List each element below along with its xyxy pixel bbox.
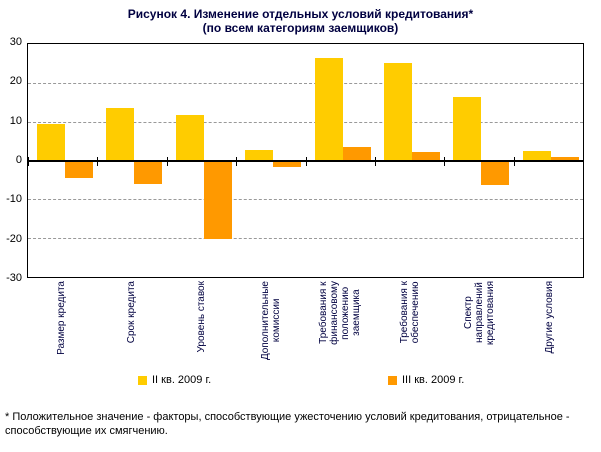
footnote: * Положительное значение - факторы, спос… (5, 411, 570, 437)
gridline (28, 238, 583, 240)
x-axis-labels: Размер кредита Срок кредита Уровень став… (27, 281, 584, 374)
y-tick-label: 30 (9, 36, 22, 48)
x-tick-label: Требования к обеспечению (398, 281, 421, 344)
x-axis-tick (97, 156, 99, 166)
bar-iii-kv-2009 (481, 160, 510, 186)
bar-ii-kv-2009 (175, 115, 204, 161)
bar-iii-kv-2009 (411, 151, 440, 161)
chart-title: Рисунок 4. Изменение отдельных условий к… (0, 7, 601, 35)
gridline (28, 199, 583, 201)
bar-iii-kv-2009 (203, 160, 232, 239)
bar-iii-kv-2009 (273, 160, 302, 168)
y-tick-label: 10 (9, 114, 22, 127)
legend-item-ii-kv-2009: II кв. 2009 г. (138, 374, 211, 386)
bar-ii-kv-2009 (314, 58, 343, 161)
plot-area (27, 43, 584, 278)
y-tick-label: 20 (9, 75, 22, 88)
x-axis-tick (305, 156, 307, 166)
x-axis-tick (513, 156, 515, 166)
gridline (28, 82, 583, 84)
x-axis-tick (166, 156, 168, 166)
x-axis-tick (236, 156, 238, 166)
bar-ii-kv-2009 (37, 123, 65, 161)
chart-title-line2: (по всем категориям заемщиков) (202, 21, 399, 35)
chart-title-line1: Рисунок 4. Изменение отдельных условий к… (127, 7, 474, 21)
x-axis-tick (28, 156, 29, 166)
y-tick-label: -20 (6, 232, 22, 245)
x-axis-tick (374, 156, 376, 166)
y-tick-label: 0 (15, 153, 22, 166)
bar-iii-kv-2009 (550, 157, 579, 161)
bar-iii-kv-2009 (134, 160, 163, 184)
x-tick-label: Размер кредита (56, 281, 68, 355)
x-tick-label: Спектр направлений кредитования (463, 281, 497, 346)
x-axis-tick (583, 156, 584, 166)
x-tick-label: Требования к финансовому положению заемщ… (318, 281, 363, 345)
legend-swatch-iii-kv-2009 (388, 375, 397, 385)
x-tick-label: Уровень ставок (195, 281, 207, 353)
bar-iii-kv-2009 (65, 160, 93, 178)
x-tick-label: Другие условия (543, 281, 555, 354)
legend-label-iii-kv-2009: III кв. 2009 г. (402, 374, 465, 386)
legend: II кв. 2009 г. III кв. 2009 г. (0, 374, 601, 390)
gridline (28, 121, 583, 123)
y-tick-label: -30 (6, 271, 22, 284)
x-tick-label: Дополнительные комиссии (259, 281, 282, 361)
legend-label-ii-kv-2009: II кв. 2009 г. (152, 374, 212, 386)
y-tick-label: -10 (6, 193, 22, 206)
bar-ii-kv-2009 (453, 97, 482, 161)
x-tick-label: Срок кредита (125, 281, 137, 344)
x-axis-tick (444, 156, 446, 166)
y-axis: 30 20 10 0 -10 -20 -30 (0, 37, 25, 284)
bar-ii-kv-2009 (106, 108, 135, 161)
bar-ii-kv-2009 (522, 151, 551, 161)
legend-item-iii-kv-2009: III кв. 2009 г. (388, 374, 464, 386)
legend-swatch-ii-kv-2009 (138, 375, 147, 385)
bar-ii-kv-2009 (245, 149, 274, 161)
bar-iii-kv-2009 (342, 146, 371, 161)
bar-ii-kv-2009 (383, 62, 412, 161)
